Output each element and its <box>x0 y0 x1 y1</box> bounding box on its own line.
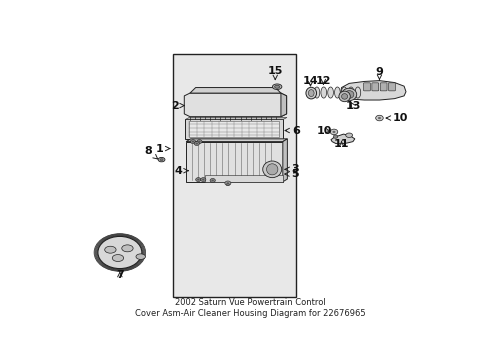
Ellipse shape <box>305 87 316 99</box>
Circle shape <box>194 141 199 145</box>
Ellipse shape <box>347 87 353 98</box>
FancyBboxPatch shape <box>371 83 378 91</box>
FancyBboxPatch shape <box>380 83 386 91</box>
Bar <box>189 121 279 138</box>
Ellipse shape <box>136 254 145 260</box>
Ellipse shape <box>112 255 123 261</box>
Polygon shape <box>189 87 280 93</box>
Circle shape <box>226 183 228 184</box>
Text: 11: 11 <box>333 139 348 149</box>
Circle shape <box>226 184 229 186</box>
Circle shape <box>211 180 213 181</box>
Ellipse shape <box>327 87 333 98</box>
Bar <box>186 141 282 182</box>
Circle shape <box>332 135 337 138</box>
Circle shape <box>191 141 194 143</box>
Circle shape <box>195 143 198 144</box>
Polygon shape <box>282 139 287 182</box>
Polygon shape <box>186 139 287 141</box>
Circle shape <box>98 237 142 269</box>
Ellipse shape <box>308 90 313 96</box>
Circle shape <box>196 140 202 144</box>
Text: 15: 15 <box>267 66 283 80</box>
Circle shape <box>332 131 335 133</box>
Text: 10: 10 <box>386 113 407 123</box>
Polygon shape <box>184 93 286 117</box>
Ellipse shape <box>158 157 164 162</box>
Polygon shape <box>330 134 354 144</box>
Text: 7: 7 <box>116 270 123 280</box>
Text: 10: 10 <box>316 126 331 135</box>
Ellipse shape <box>320 87 326 98</box>
Bar <box>185 120 283 139</box>
Text: 5: 5 <box>284 169 299 179</box>
Ellipse shape <box>344 91 353 98</box>
Circle shape <box>329 129 337 135</box>
Text: 2: 2 <box>171 100 184 111</box>
Circle shape <box>224 181 230 185</box>
Circle shape <box>197 179 199 180</box>
Ellipse shape <box>345 133 352 138</box>
FancyBboxPatch shape <box>363 83 369 91</box>
Ellipse shape <box>334 87 340 98</box>
Circle shape <box>202 179 204 180</box>
Ellipse shape <box>274 85 279 88</box>
Ellipse shape <box>266 164 277 175</box>
Circle shape <box>190 140 195 144</box>
Circle shape <box>375 115 383 121</box>
Text: 12: 12 <box>315 76 330 86</box>
Ellipse shape <box>104 246 116 253</box>
Ellipse shape <box>313 87 319 98</box>
Ellipse shape <box>122 245 133 252</box>
Polygon shape <box>280 93 286 117</box>
Bar <box>173 54 296 297</box>
Ellipse shape <box>160 159 163 161</box>
Ellipse shape <box>262 161 281 177</box>
FancyBboxPatch shape <box>388 83 395 91</box>
Text: 9: 9 <box>375 67 383 80</box>
Text: 6: 6 <box>285 126 300 135</box>
Text: 4: 4 <box>174 166 188 176</box>
Text: 13: 13 <box>345 100 360 111</box>
Ellipse shape <box>354 87 360 98</box>
Circle shape <box>198 141 200 143</box>
Circle shape <box>195 177 201 181</box>
Text: 1: 1 <box>156 144 169 153</box>
Text: 2002 Saturn Vue Powertrain Control
Cover Asm-Air Cleaner Housing Diagram for 226: 2002 Saturn Vue Powertrain Control Cover… <box>135 298 365 318</box>
Circle shape <box>200 177 205 181</box>
Ellipse shape <box>272 84 281 90</box>
Text: 8: 8 <box>144 146 157 159</box>
Polygon shape <box>340 81 405 100</box>
Ellipse shape <box>341 94 347 99</box>
Ellipse shape <box>338 91 349 102</box>
Ellipse shape <box>341 87 346 98</box>
Ellipse shape <box>341 88 356 101</box>
Text: 14: 14 <box>302 76 318 86</box>
Circle shape <box>210 179 215 183</box>
Text: 3: 3 <box>285 164 299 174</box>
Polygon shape <box>185 117 286 120</box>
Circle shape <box>377 117 380 119</box>
Polygon shape <box>205 175 282 182</box>
